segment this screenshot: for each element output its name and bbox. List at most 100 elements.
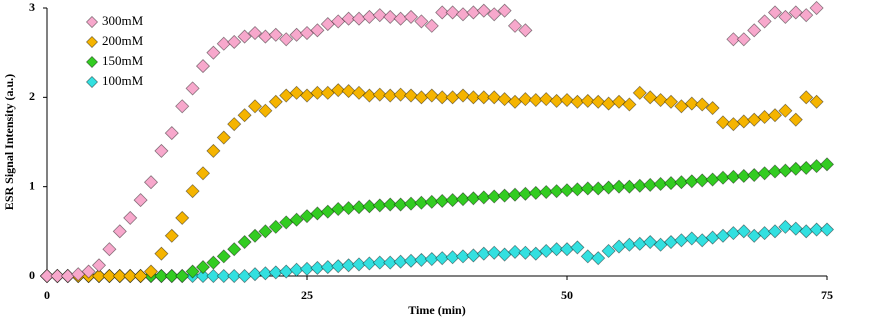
data-point — [601, 243, 616, 259]
data-point — [799, 160, 814, 175]
data-point — [320, 204, 335, 219]
data-point — [705, 172, 720, 187]
data-point — [611, 179, 627, 194]
data-point — [549, 242, 564, 257]
data-point — [507, 187, 523, 202]
data-point — [591, 94, 606, 109]
data-point — [331, 14, 346, 29]
data-point — [455, 249, 471, 264]
legend-marker — [85, 15, 99, 29]
data-point — [341, 201, 356, 216]
data-point — [310, 23, 325, 38]
data-point — [580, 93, 595, 108]
data-point — [570, 240, 585, 255]
data-point — [216, 36, 231, 51]
data-point — [206, 143, 221, 158]
data-point — [476, 3, 491, 18]
data-point — [476, 90, 491, 105]
data-point — [227, 268, 242, 284]
data-point — [622, 97, 637, 112]
data-point — [175, 210, 190, 225]
data-point — [518, 92, 533, 107]
data-point — [372, 255, 387, 270]
data-point — [445, 90, 460, 105]
data-point — [227, 34, 242, 50]
data-point — [164, 228, 179, 243]
data-point — [414, 14, 429, 29]
data-point — [383, 255, 398, 270]
data-point — [684, 231, 699, 246]
data-point — [331, 259, 346, 274]
data-point — [518, 23, 533, 38]
data-point — [476, 190, 491, 205]
data-point — [674, 175, 689, 190]
data-point — [258, 224, 273, 239]
data-point — [403, 196, 419, 211]
data-point — [424, 251, 439, 267]
data-point — [175, 99, 190, 114]
data-point — [778, 9, 793, 24]
data-point — [237, 234, 252, 250]
y-tick-label: 0 — [29, 268, 35, 282]
data-point — [403, 253, 419, 268]
data-point — [362, 199, 377, 214]
y-tick-label: 3 — [29, 0, 35, 14]
data-point — [757, 166, 772, 181]
data-point — [414, 252, 429, 267]
data-point — [757, 109, 772, 125]
data-point — [299, 88, 315, 103]
data-point — [695, 233, 710, 248]
data-point — [736, 114, 751, 129]
data-point — [778, 163, 793, 178]
data-point — [559, 242, 575, 257]
data-point — [788, 221, 803, 236]
data-point — [279, 88, 294, 103]
data-point — [393, 254, 408, 269]
data-point — [362, 9, 377, 24]
data-point — [185, 81, 200, 96]
data-point — [455, 7, 471, 22]
data-point — [466, 248, 481, 263]
data-point — [466, 191, 481, 206]
data-point — [206, 255, 221, 270]
data-point — [736, 32, 751, 47]
data-point — [351, 200, 367, 215]
data-point — [643, 90, 658, 105]
data-point — [788, 112, 803, 127]
data-point — [123, 268, 138, 284]
data-point — [497, 92, 512, 107]
data-point — [247, 267, 263, 282]
data-point — [445, 193, 460, 208]
legend-label: 200mM — [102, 33, 144, 48]
data-point — [747, 23, 762, 38]
data-point — [726, 32, 741, 47]
data-point — [570, 182, 585, 197]
data-point — [445, 5, 460, 20]
data-point — [414, 90, 429, 105]
data-point — [747, 112, 762, 127]
legend-marker — [85, 55, 99, 69]
data-point — [289, 212, 304, 227]
data-point — [299, 261, 315, 276]
data-point — [528, 92, 543, 108]
data-point — [757, 226, 772, 241]
y-axis-title: ESR Signal Intensity (a.u.) — [2, 74, 16, 210]
data-point — [320, 17, 335, 32]
data-point — [258, 266, 273, 281]
data-point — [164, 126, 179, 141]
data-point — [747, 167, 762, 183]
data-point — [591, 181, 606, 196]
data-point — [154, 246, 169, 261]
legend-marker — [85, 75, 99, 89]
data-point — [185, 184, 200, 199]
legend-label: 100mM — [102, 73, 144, 88]
data-point — [424, 18, 439, 33]
data-point — [767, 224, 783, 239]
x-tick-label: 25 — [301, 288, 313, 302]
data-point — [258, 103, 273, 118]
data-point — [601, 180, 616, 195]
data-point — [414, 195, 429, 210]
data-point — [164, 268, 179, 284]
data-point — [466, 5, 481, 20]
